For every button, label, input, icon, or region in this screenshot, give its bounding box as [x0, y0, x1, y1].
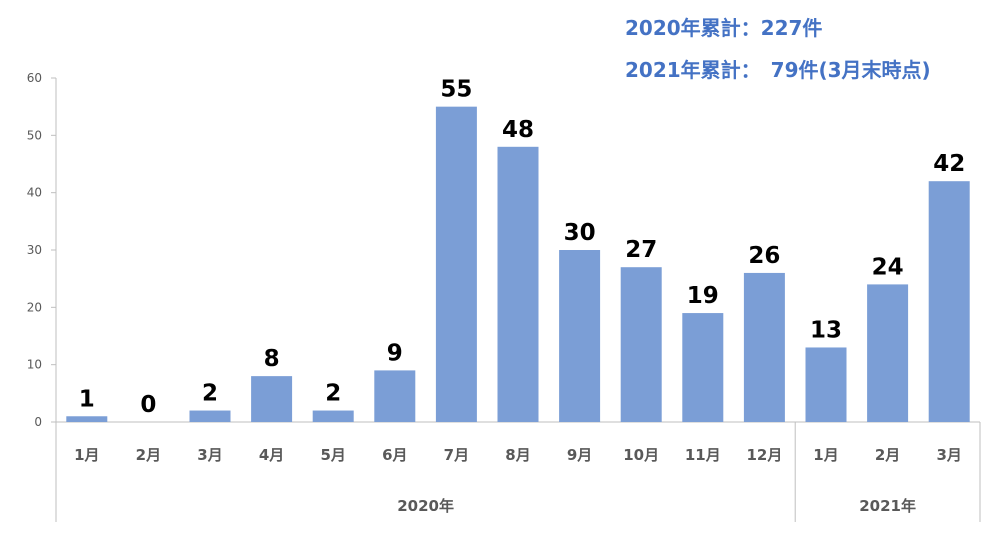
category-label: 7月 [444, 446, 469, 464]
category-label: 5月 [320, 446, 345, 464]
data-label: 2 [202, 381, 218, 407]
data-label: 48 [502, 117, 534, 143]
chart-bars [66, 106, 970, 423]
category-label: 2月 [875, 446, 900, 464]
bar [189, 410, 231, 422]
category-label: 11月 [685, 446, 721, 464]
y-tick-label: 50 [27, 128, 42, 142]
bar [743, 272, 785, 422]
chart-x-axis: 1月 2月 3月 4月 5月 6月 7月 8月 9月 10月 11月 12月 1月 2月 3月 2020年 20… [55, 422, 981, 522]
category-label: 4月 [259, 446, 284, 464]
y-tick-label: 20 [27, 300, 42, 314]
data-label: 19 [687, 283, 719, 309]
y-tick-label: 40 [27, 186, 42, 200]
data-label: 27 [625, 237, 657, 263]
bar [66, 416, 108, 422]
bar [805, 347, 847, 422]
bar [682, 313, 724, 422]
category-label: 6月 [382, 446, 407, 464]
bar [867, 284, 909, 422]
category-label: 8月 [505, 446, 530, 464]
group-label: 2021年 [859, 497, 916, 515]
y-tick-label: 60 [27, 71, 42, 85]
data-label: 1 [79, 386, 95, 412]
chart-data-labels: 1 0 2 8 2 9 55 48 30 27 19 26 13 24 42 [79, 77, 965, 418]
category-label: 10月 [623, 446, 659, 464]
summary-2021-total: 2021年累計： 79件(3月末時点) [625, 58, 931, 82]
category-label: 1月 [813, 446, 838, 464]
bar [374, 370, 416, 422]
group-label: 2020年 [397, 497, 454, 515]
category-label: 9月 [567, 446, 592, 464]
bar [312, 410, 354, 422]
y-tick-label: 0 [34, 415, 42, 429]
data-label: 55 [440, 77, 472, 103]
y-tick-label: 10 [27, 358, 42, 372]
data-label: 26 [748, 243, 780, 269]
bar [620, 267, 662, 422]
bar [251, 376, 293, 422]
data-label: 2 [325, 381, 341, 407]
category-label: 3月 [197, 446, 222, 464]
data-label: 24 [872, 254, 904, 280]
data-label: 42 [933, 151, 965, 177]
y-tick-label: 30 [27, 243, 42, 257]
bar [559, 250, 601, 422]
bar [435, 106, 477, 423]
data-label: 30 [564, 220, 596, 246]
summary-2020-total: 2020年累計：227件 [625, 16, 823, 40]
category-label: 2月 [136, 446, 161, 464]
category-label: 3月 [936, 446, 961, 464]
data-label: 8 [264, 346, 280, 372]
data-label: 9 [387, 340, 403, 366]
category-label: 12月 [746, 446, 782, 464]
data-label: 0 [140, 392, 156, 418]
bar [497, 146, 539, 423]
category-label: 1月 [74, 446, 99, 464]
bar [928, 181, 970, 422]
data-label: 13 [810, 317, 842, 343]
